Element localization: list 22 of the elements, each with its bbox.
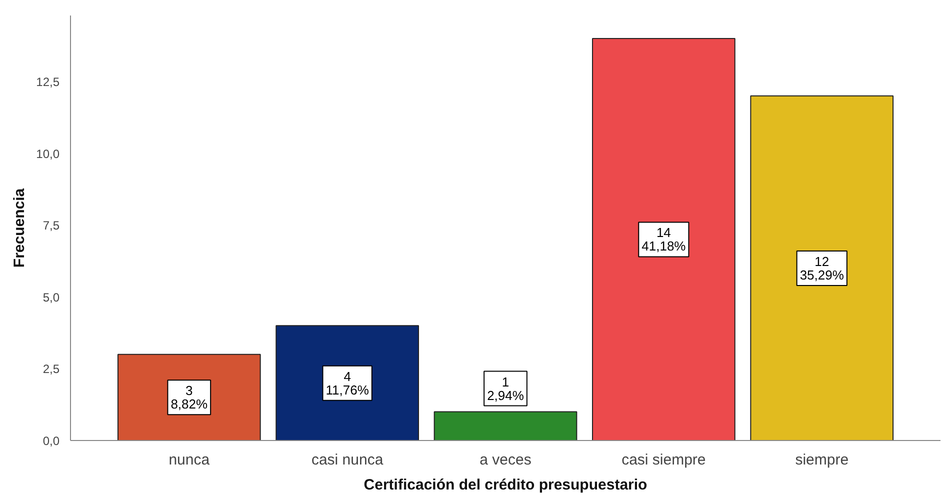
data-label: 4 11,76% [326, 368, 370, 398]
data-label: 1 2,94% [487, 374, 524, 403]
data-label: 3 8,82% [170, 383, 208, 412]
data-label: 12 35,29% [800, 254, 844, 282]
bar [592, 38, 736, 440]
bar [434, 411, 578, 440]
x-tick-label: siempre [795, 452, 849, 468]
x-tick-label: a veces [480, 452, 532, 468]
x-tick-label: casi siempre [622, 452, 706, 468]
y-tick-label: 2,5 [42, 362, 60, 376]
y-tick-label: 7,5 [42, 218, 60, 233]
data-label: 14 41,18% [642, 225, 686, 254]
y-tick-label: 0,0 [42, 434, 60, 448]
x-tick-label: casi nunca [311, 452, 384, 468]
y-tick-label: 10,0 [36, 146, 60, 161]
bar [276, 325, 419, 440]
x-tick-label: nunca [168, 452, 210, 468]
bar [750, 95, 894, 440]
y-axis-title: Frecuencia [11, 188, 28, 268]
y-tick-label: 5,0 [42, 290, 60, 304]
x-axis-title: Certificación del crédito presupuestario [364, 476, 648, 494]
y-tick-label: 12,5 [36, 75, 60, 90]
